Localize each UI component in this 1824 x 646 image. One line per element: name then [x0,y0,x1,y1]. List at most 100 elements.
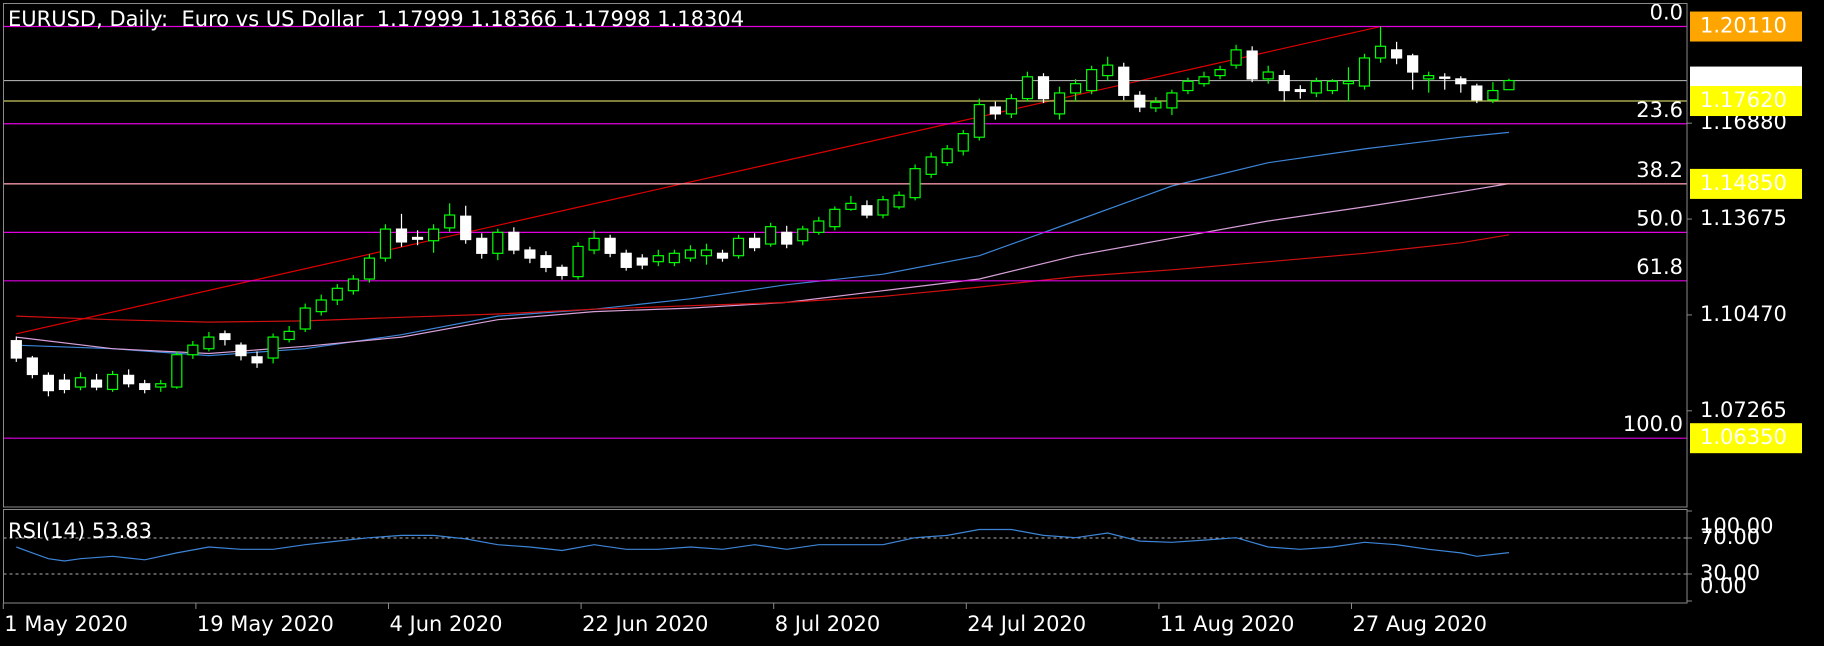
y-tick-label: 1.07265 [1700,398,1787,422]
candle-body [524,249,536,259]
candle-body [219,333,231,341]
candle-body [395,228,408,243]
candle-body [460,215,472,241]
candle-body [331,287,343,301]
candle-body [251,356,263,364]
candle-body [1037,76,1050,100]
price-box-label: 1.06350 [1700,425,1787,449]
candle-body [652,255,664,263]
candle-body [90,379,103,388]
fibonacci-label: 0.0 [1650,1,1683,25]
candle-body [797,228,809,242]
fibonacci-label: 38.2 [1636,158,1683,182]
candle-body [620,252,632,268]
candle-body [957,133,969,152]
candle-body [845,202,857,210]
candle-body [444,214,456,229]
rsi-title: RSI(14) 53.83 [8,519,152,543]
candle-body [716,252,729,259]
candle-body [588,237,600,251]
candle-body [1310,80,1322,94]
candle-body [203,336,215,350]
fibonacci-label: 61.8 [1636,255,1683,279]
y-tick-label: 100.00 [1700,514,1773,538]
x-tick-label: 11 Aug 2020 [1160,612,1295,636]
candle-body [508,231,520,251]
candle-body [106,373,119,391]
candle-body [476,237,488,254]
axis-labels: 0.023.638.250.061.8100.01.168801.136751.… [2,1,1802,636]
candle-body [684,249,697,259]
candle-body [1118,66,1130,96]
candle-body [235,344,247,357]
candle-body [1471,85,1483,101]
candle-body [1246,50,1258,80]
price-box [1690,86,1802,117]
candle-body [347,278,359,292]
candle-body [26,357,38,376]
x-tick-label: 8 Jul 2020 [775,612,881,636]
price-box-label: 1.14850 [1700,171,1787,195]
fibonacci-label: 50.0 [1636,206,1683,230]
candle-body [1182,80,1194,92]
candle-body [1262,71,1274,80]
fibonacci-label: 100.0 [1623,412,1683,436]
candle-body [1407,55,1419,73]
candle-body [299,307,311,330]
candle-body [668,252,680,264]
chart-title: EURUSD, Daily: Euro vs US Dollar 1.17999… [8,7,744,31]
candle-body [572,245,584,278]
candle-body [909,168,921,199]
candle-body [1005,98,1018,115]
candle-body [1053,92,1066,115]
candle-body [700,249,713,257]
candle-body [925,156,937,175]
candle-body [1278,74,1290,92]
candle-body [123,374,135,385]
candle-body [1150,101,1162,109]
y-tick-label: 1.10470 [1700,302,1787,326]
candle-body [1021,76,1034,100]
candle-body [42,374,55,392]
candles [10,26,1515,397]
candle-body [1230,49,1242,66]
x-tick-label: 24 Jul 2020 [967,612,1086,636]
candle-body [1069,83,1082,94]
candle-body [155,383,167,388]
x-tick-label: 1 May 2020 [4,612,128,636]
candle-body [187,344,199,356]
candle-body [74,377,87,388]
price-box [1690,168,1802,199]
candle-body [379,228,392,259]
y-tick-label: 30.00 [1700,561,1760,585]
main-panel-frame [3,3,1688,508]
candle-body [765,226,777,245]
candle-body [1326,80,1339,92]
candle-body [1358,57,1371,87]
candle-body [540,255,552,268]
candle-body [411,236,424,240]
candle-body [10,340,22,359]
candle-body [1390,49,1403,59]
price-box-label: 1.17620 [1700,88,1787,112]
candle-body [829,208,841,228]
x-tick-label: 27 Aug 2020 [1353,612,1488,636]
candle-body [171,354,183,388]
candle-body [781,231,793,245]
candle-body [363,257,375,280]
candle-body [877,199,889,216]
x-tick-label: 22 Jun 2020 [582,612,708,636]
candle-body [1503,79,1515,91]
candle-body [492,231,504,254]
candle-body [893,194,905,208]
candle-body [1487,89,1499,101]
candle-body [428,228,440,242]
candle-body [1214,69,1226,77]
candle-body [267,336,279,359]
candle-body [1294,89,1306,93]
candle-body [1198,76,1210,85]
candle-body [604,237,616,254]
candle-body [1423,74,1435,80]
